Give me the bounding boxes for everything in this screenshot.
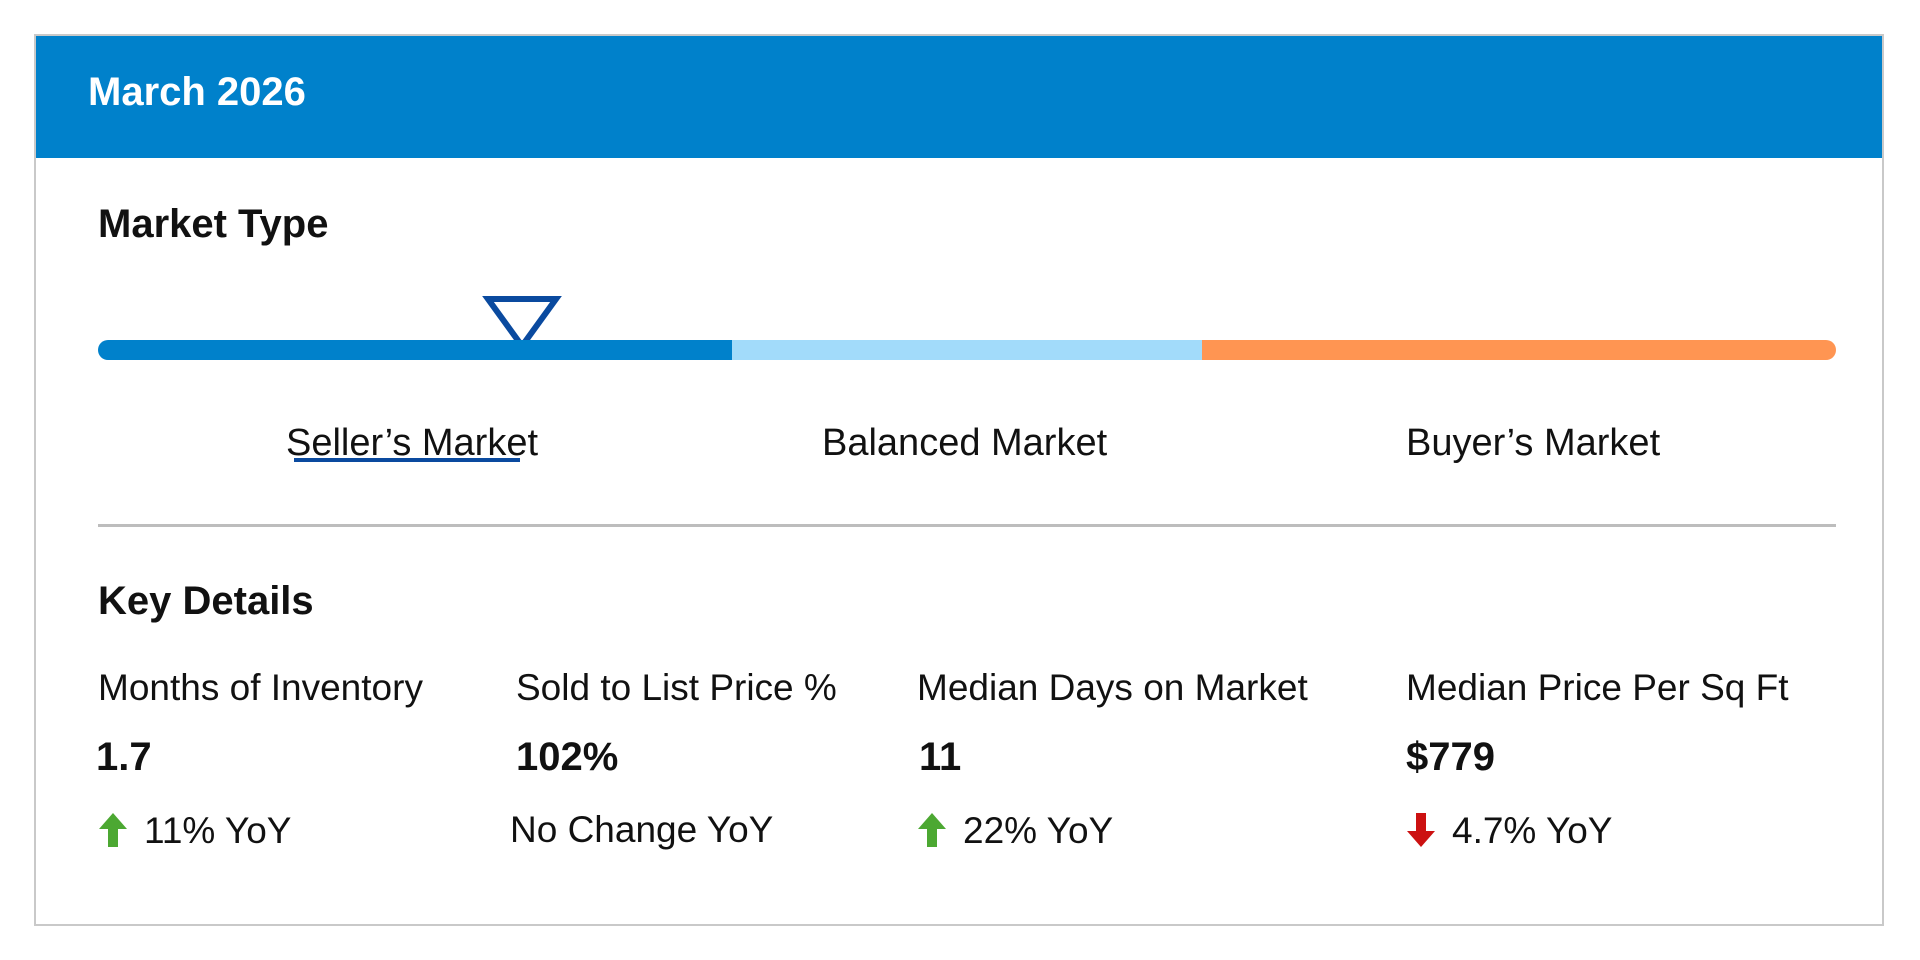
metric-label: Median Price Per Sq Ft	[1406, 667, 1789, 708]
metric-label: Months of Inventory	[98, 667, 423, 708]
seller-segment	[98, 340, 732, 360]
header-title: March 2026	[88, 70, 306, 114]
header-bar: March 2026	[36, 36, 1882, 158]
balanced-segment	[732, 340, 1202, 360]
arrow-down-icon	[1407, 813, 1435, 847]
market-position-marker-icon	[482, 296, 562, 352]
metric-change-text: No Change YoY	[510, 809, 774, 850]
balanced-market-label: Balanced Market	[822, 422, 1108, 464]
metric-value: $779	[1406, 735, 1495, 779]
metric-change: 22% YoY	[917, 811, 1113, 849]
arrow-up-icon	[99, 813, 127, 847]
market-spectrum-bar	[98, 340, 1836, 360]
metric-median-price-per-sq-ft: Median Price Per Sq Ft $779 4.7% YoY	[1406, 667, 1789, 849]
metric-change-text: 22% YoY	[963, 809, 1114, 851]
buyer-segment	[1202, 340, 1836, 360]
metric-change-text: 11% YoY	[144, 809, 292, 851]
market-type-title: Market Type	[98, 202, 329, 246]
metric-label: Sold to List Price %	[516, 667, 837, 708]
metric-change: 4.7% YoY	[1406, 811, 1612, 849]
section-divider	[98, 524, 1836, 527]
selected-market-underline	[294, 458, 520, 462]
buyer-market-label: Buyer’s Market	[1406, 422, 1661, 464]
metric-months-of-inventory: Months of Inventory 1.7 11% YoY	[96, 667, 423, 849]
metric-label: Median Days on Market	[917, 667, 1308, 708]
metric-value: 102%	[516, 735, 619, 779]
metric-value: 1.7	[96, 735, 152, 779]
metric-change: 11% YoY	[98, 811, 291, 849]
metric-sold-to-list-price: Sold to List Price % 102% No Change YoY	[510, 667, 837, 848]
key-details-title: Key Details	[98, 579, 314, 623]
market-summary-card: March 2026 Market Type Seller’s Market B…	[34, 34, 1884, 926]
arrow-up-icon	[918, 813, 946, 847]
seller-market-label: Seller’s Market	[286, 422, 539, 464]
metric-change: No Change YoY	[510, 811, 773, 848]
metric-change-text: 4.7% YoY	[1452, 809, 1613, 851]
metric-value: 11	[919, 735, 962, 779]
metric-median-days-on-market: Median Days on Market 11 22% YoY	[917, 667, 1308, 849]
